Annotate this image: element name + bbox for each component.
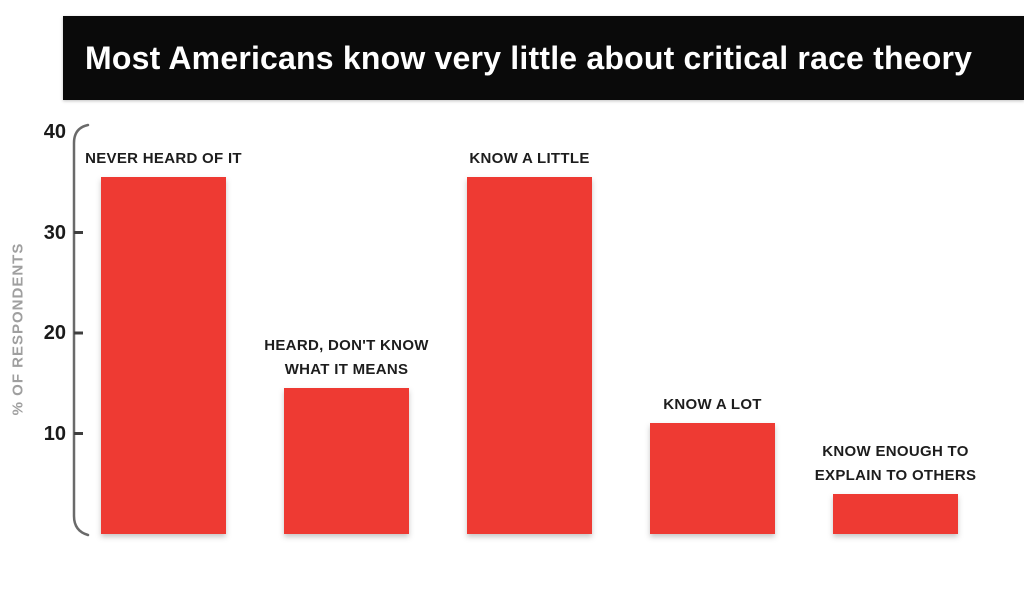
y-axis-title: % OF RESPONDENTS — [9, 242, 27, 416]
bar-label: HEARD, DON'T KNOW WHAT IT MEANS — [264, 334, 429, 382]
bar-label-line: KNOW A LITTLE — [469, 150, 590, 167]
chart-title: Most Americans know very little about cr… — [85, 39, 973, 76]
bar-label-line: WHAT IT MEANS — [284, 361, 409, 378]
bar — [101, 177, 226, 534]
bar-label: KNOW A LITTLE — [469, 147, 589, 171]
bar — [284, 388, 409, 534]
bar-label: KNOW A LOT — [663, 393, 762, 417]
y-tick-label: 40 — [43, 121, 66, 143]
bar-label: KNOW ENOUGH TO EXPLAIN TO OTHERS — [815, 440, 977, 488]
y-tick-label: 30 — [43, 221, 66, 244]
y-axis-line — [72, 123, 90, 537]
bar — [467, 177, 592, 534]
bar-label-line: EXPLAIN TO OTHERS — [814, 467, 977, 484]
y-tick-label: 20 — [43, 322, 66, 344]
bar — [833, 494, 958, 534]
bar-label-line: HEARD, DON'T KNOW — [264, 337, 429, 354]
bar-label: NEVER HEARD OF IT — [85, 147, 242, 171]
title-banner: Most Americans know very little about cr… — [63, 16, 1024, 100]
bar-label-line: KNOW A LOT — [663, 396, 762, 413]
bar — [650, 423, 775, 534]
y-tick-label: 10 — [43, 422, 66, 445]
bar-label-line: NEVER HEARD OF IT — [85, 150, 242, 167]
bar-label-line: KNOW ENOUGH TO — [822, 443, 969, 460]
